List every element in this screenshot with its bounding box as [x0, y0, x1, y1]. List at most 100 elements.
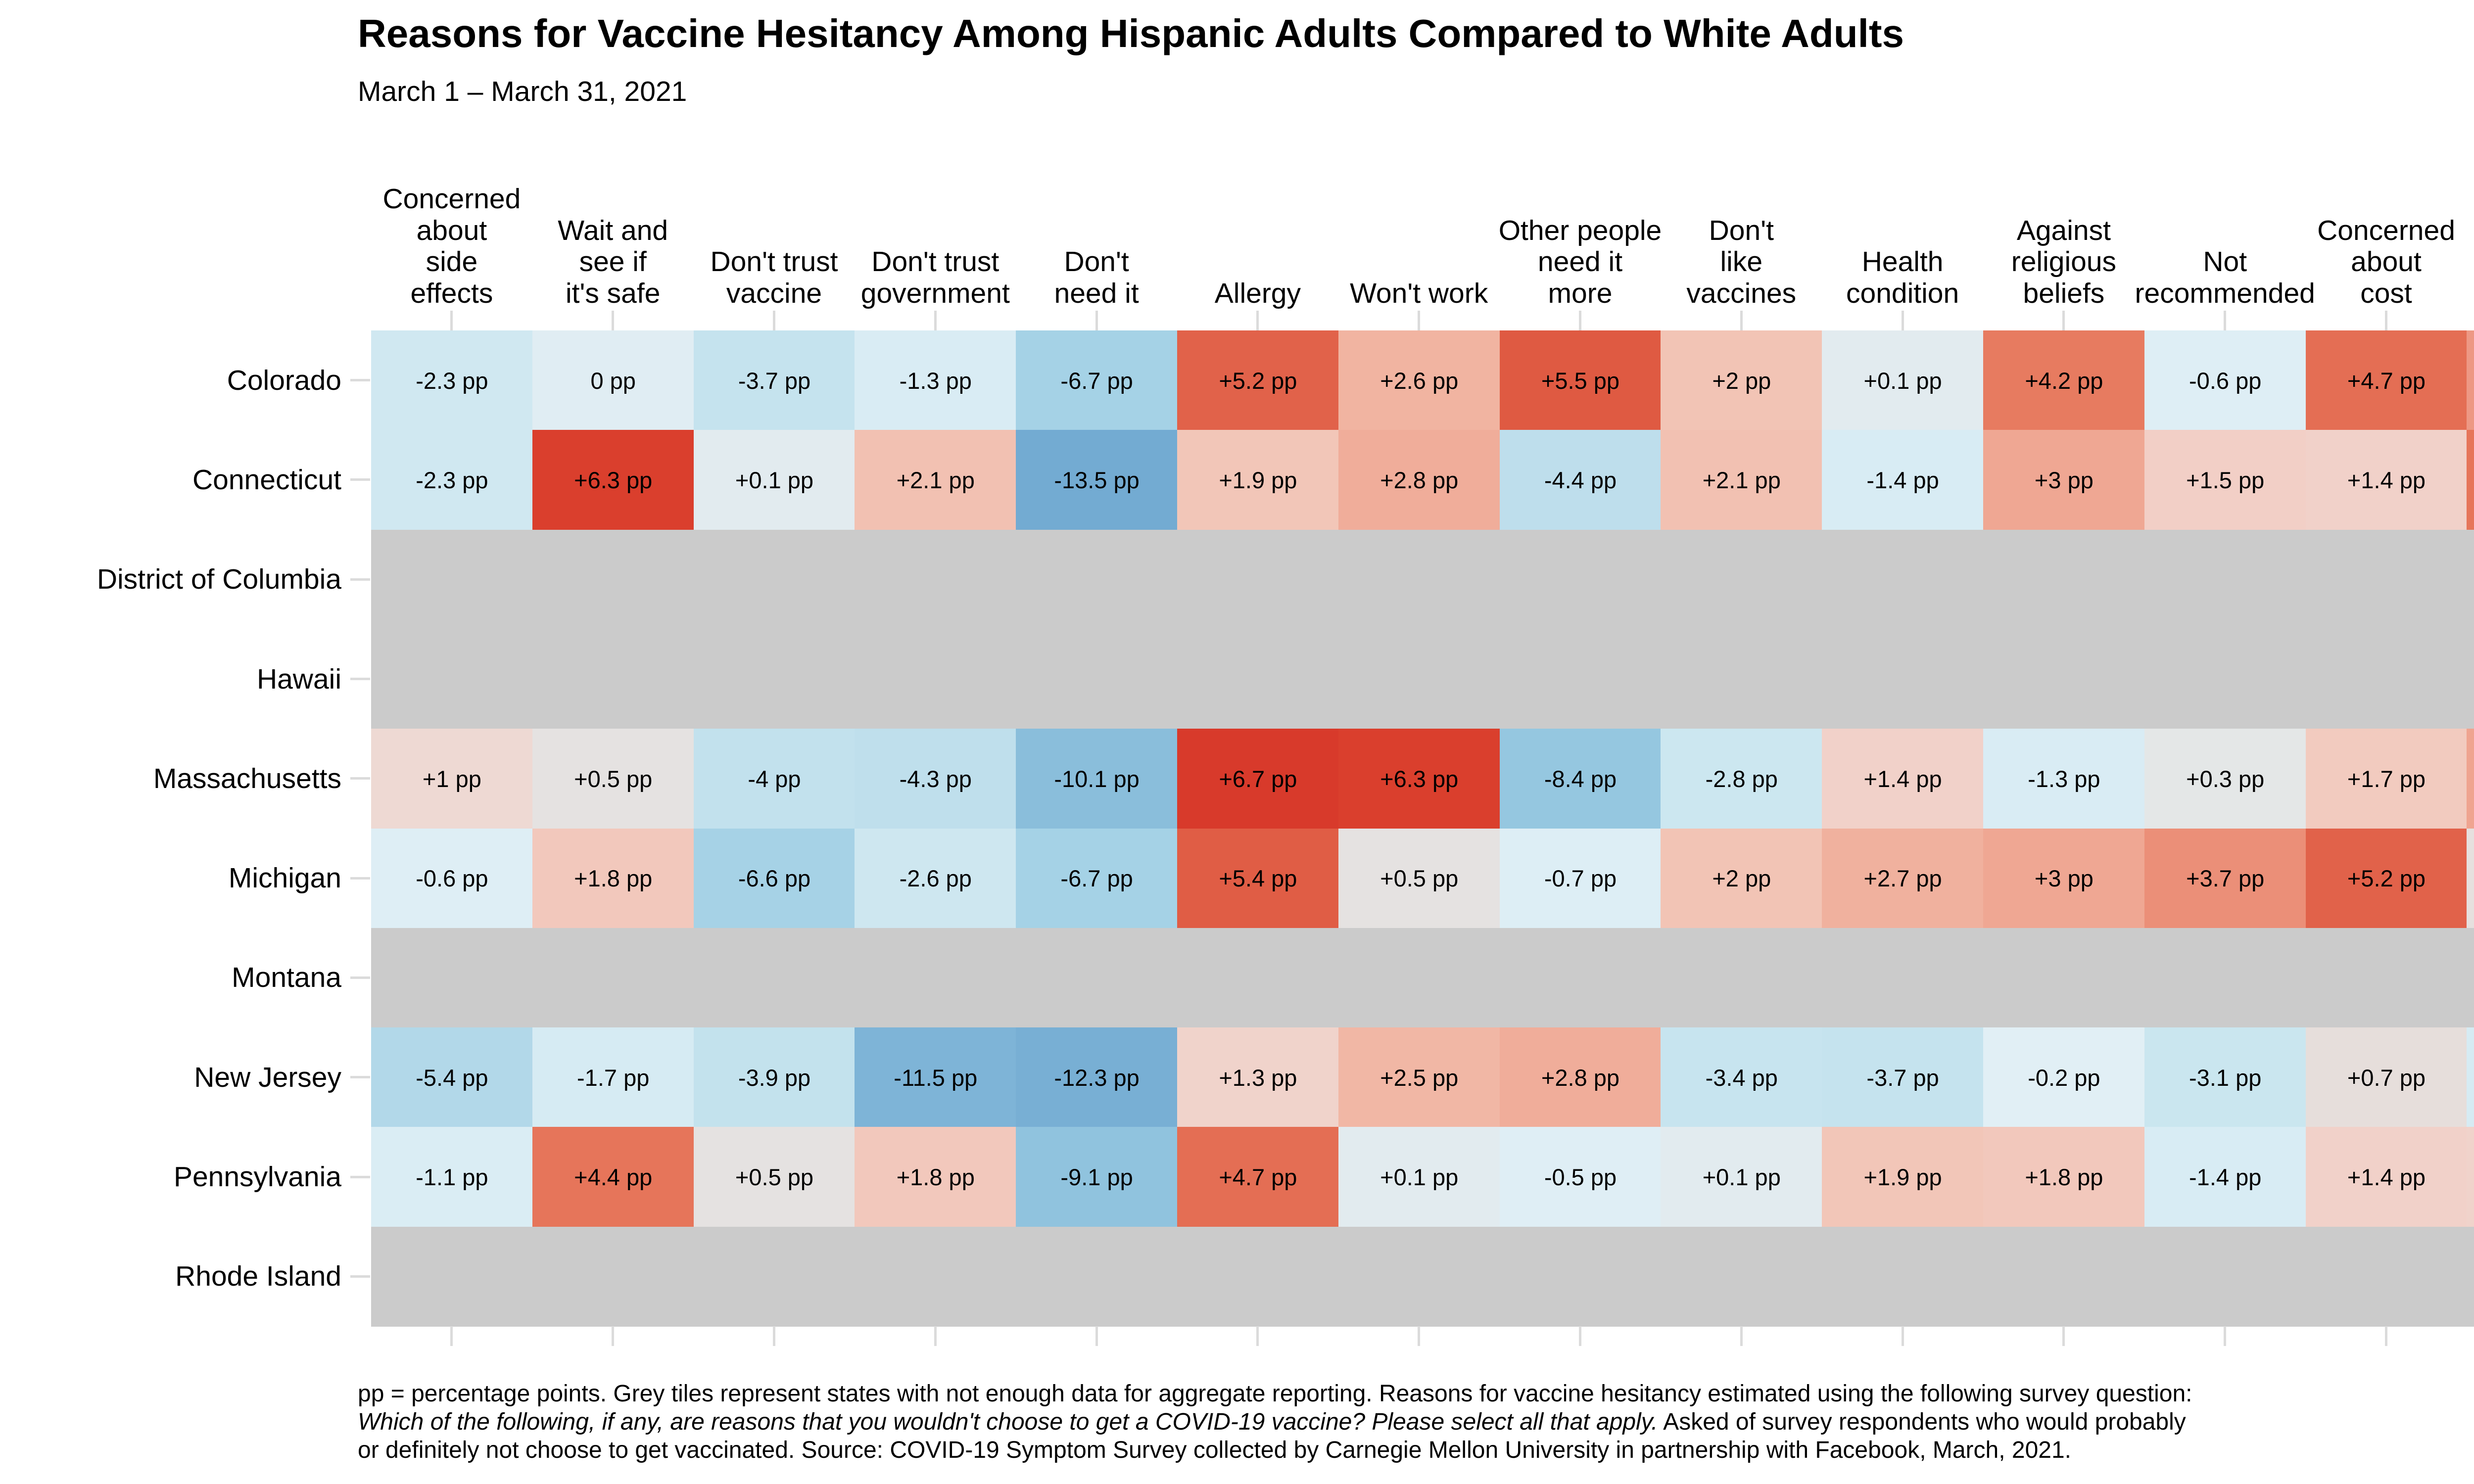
heatmap-cell-connecticut-col-9: +2.1 pp	[1661, 430, 1823, 530]
heatmap-cell-massachusetts-col-6: +6.7 pp	[1177, 729, 1339, 829]
heatmap-cell-new-jersey-col-12: -3.1 pp	[2144, 1027, 2306, 1128]
heatmap-cell-colorado-col-6: +5.2 pp	[1177, 330, 1339, 431]
column-header-label: Against religious beliefs	[2011, 214, 2117, 310]
heatmap-cell-new-jersey-col-13: +0.7 pp	[2305, 1027, 2468, 1128]
axis-tick-left-row-connecticut	[350, 478, 370, 481]
heatmap-cell-connecticut-col-10: -1.4 pp	[1822, 430, 1984, 530]
heatmap-cell-connecticut-col-13: +1.4 pp	[2305, 430, 2468, 530]
column-header-concerned-about-cost: Concerned about cost	[2286, 166, 2474, 310]
heatmap-cell-new-jersey-col-1: -5.4 pp	[371, 1027, 533, 1128]
heatmap-cell-michigan-col-10: +2.7 pp	[1822, 828, 1984, 928]
no-data-row-hawaii	[371, 629, 2474, 730]
heatmap-cell-connecticut-col-4: +2.1 pp	[855, 430, 1017, 530]
axis-tick-bottom-col-2	[612, 1326, 615, 1346]
heatmap-cell-connecticut-col-2: +6.3 pp	[532, 430, 694, 530]
heatmap-cell-massachusetts-col-10: +1.4 pp	[1822, 729, 1984, 829]
row-label-district-of-columbia: District of Columbia	[96, 563, 341, 596]
heatmap-cell-massachusetts-col-12: +0.3 pp	[2144, 729, 2306, 829]
heatmap-cell-pennsylvania-col-11: +1.8 pp	[1983, 1127, 2145, 1227]
row-label-hawaii: Hawaii	[256, 663, 341, 695]
heatmap-cell-michigan-col-5: -6.7 pp	[1016, 828, 1178, 928]
axis-tick-top-col-12	[2224, 311, 2227, 330]
heatmap-cell-connecticut-col-1: -2.3 pp	[371, 430, 533, 530]
heatmap-cell-michigan-col-12: +3.7 pp	[2144, 828, 2306, 928]
axis-tick-left-row-new-jersey	[350, 1076, 370, 1079]
axis-tick-bottom-col-9	[1740, 1326, 1743, 1346]
footnote-text: or definitely not choose to get vaccinat…	[358, 1437, 2072, 1463]
heatmap-cell-massachusetts-col-4: -4.3 pp	[855, 729, 1017, 829]
axis-tick-bottom-col-6	[1256, 1326, 1259, 1346]
heatmap-cell-michigan-col-4: -2.6 pp	[855, 828, 1017, 928]
row-label-rhode-island: Rhode Island	[175, 1260, 341, 1293]
row-label-new-jersey: New Jersey	[194, 1061, 341, 1093]
heatmap-cell-michigan-col-3: -6.6 pp	[693, 828, 856, 928]
column-header-label: Pregnancy	[2447, 278, 2474, 310]
heatmap-cell-colorado-col-2: 0 pp	[532, 330, 694, 431]
heatmap-cell-pennsylvania-col-9: +0.1 pp	[1661, 1127, 1823, 1227]
footnote-line-3: or definitely not choose to get vaccinat…	[358, 1436, 2192, 1464]
heatmap-cell-pennsylvania-col-2: +4.4 pp	[532, 1127, 694, 1227]
heatmap-cell-massachusetts-col-5: -10.1 pp	[1016, 729, 1178, 829]
axis-tick-bottom-col-5	[1095, 1326, 1098, 1346]
column-header-label: Don't trust vaccine	[710, 246, 838, 310]
heatmap-cell-new-jersey-col-11: -0.2 pp	[1983, 1027, 2145, 1128]
axis-tick-top-col-1	[450, 311, 453, 330]
heatmap-cell-new-jersey-col-9: -3.4 pp	[1661, 1027, 1823, 1128]
heatmap-cell-massachusetts-col-2: +0.5 pp	[532, 729, 694, 829]
heatmap-cell-michigan-col-2: +1.8 pp	[532, 828, 694, 928]
column-header-don-t-need-it: Don't need it	[996, 166, 1197, 310]
heatmap-cell-colorado-col-13: +4.7 pp	[2305, 330, 2468, 431]
axis-tick-bottom-col-8	[1579, 1326, 1581, 1346]
heatmap-cell-colorado-col-8: +5.5 pp	[1499, 330, 1662, 431]
column-header-label: Won't work	[1350, 278, 1488, 310]
column-header-pregnancy: Pregnancy	[2447, 166, 2474, 310]
column-header-label: Not recommended	[2135, 246, 2315, 310]
axis-tick-left-row-district-of-columbia	[350, 578, 370, 581]
heatmap-cell-massachusetts-col-14: +3.1 pp	[2467, 729, 2474, 829]
heatmap-cell-massachusetts-col-3: -4 pp	[693, 729, 856, 829]
column-header-don-t-trust-government: Don't trust government	[835, 166, 1036, 310]
heatmap-cell-michigan-col-6: +5.4 pp	[1177, 828, 1339, 928]
heatmap-cell-new-jersey-col-2: -1.7 pp	[532, 1027, 694, 1128]
axis-tick-bottom-col-7	[1418, 1326, 1421, 1346]
heatmap-cell-colorado-col-11: +4.2 pp	[1983, 330, 2145, 431]
footnote-text: Asked of survey respondents who would pr…	[1658, 1409, 2186, 1435]
column-header-other-people-need-it-more: Other people need it more	[1480, 166, 1681, 310]
footnote-survey-question: Which of the following, if any, are reas…	[358, 1409, 1658, 1435]
column-header-not-recommended: Not recommended	[2125, 166, 2326, 310]
heatmap-cell-michigan-col-11: +3 pp	[1983, 828, 2145, 928]
column-header-health-condition: Health condition	[1802, 166, 2003, 310]
axis-tick-left-row-hawaii	[350, 678, 370, 681]
axis-tick-bottom-col-4	[934, 1326, 937, 1346]
heatmap-cell-massachusetts-col-7: +6.3 pp	[1338, 729, 1500, 829]
heatmap-cell-connecticut-col-3: +0.1 pp	[693, 430, 856, 530]
heatmap-cell-new-jersey-col-10: -3.7 pp	[1822, 1027, 1984, 1128]
axis-tick-bottom-col-3	[773, 1326, 775, 1346]
heatmap-cell-colorado-col-14: +3.5 pp	[2467, 330, 2474, 431]
heatmap-cell-new-jersey-col-4: -11.5 pp	[855, 1027, 1017, 1128]
heatmap-cell-connecticut-col-7: +2.8 pp	[1338, 430, 1500, 530]
heatmap-cell-pennsylvania-col-4: +1.8 pp	[855, 1127, 1017, 1227]
axis-tick-top-col-3	[773, 311, 775, 330]
column-header-label: Other people need it more	[1498, 214, 1662, 310]
heatmap-cell-new-jersey-col-3: -3.9 pp	[693, 1027, 856, 1128]
column-header-label: Allergy	[1214, 278, 1301, 310]
chart-footnote: pp = percentage points. Grey tiles repre…	[358, 1380, 2192, 1464]
footnote-line-2: Which of the following, if any, are reas…	[358, 1408, 2192, 1436]
axis-tick-top-col-11	[2062, 311, 2065, 330]
axis-tick-top-col-9	[1740, 311, 1743, 330]
heatmap-cell-massachusetts-col-9: -2.8 pp	[1661, 729, 1823, 829]
heatmap-cell-new-jersey-col-14: -1.7 pp	[2467, 1027, 2474, 1128]
row-label-michigan: Michigan	[228, 862, 341, 894]
no-data-row-montana	[371, 928, 2474, 1028]
heatmap-cell-colorado-col-4: -1.3 pp	[855, 330, 1017, 431]
column-header-label: Don't like vaccines	[1686, 214, 1797, 310]
column-header-label: Don't trust government	[860, 246, 1010, 310]
no-data-row-rhode-island	[371, 1226, 2474, 1327]
row-label-pennsylvania: Pennsylvania	[173, 1161, 341, 1193]
heatmap-cell-pennsylvania-col-13: +1.4 pp	[2305, 1127, 2468, 1227]
column-header-label: Wait and see if it's safe	[558, 214, 668, 310]
axis-tick-bottom-col-11	[2062, 1326, 2065, 1346]
heatmap-cell-michigan-col-7: +0.5 pp	[1338, 828, 1500, 928]
